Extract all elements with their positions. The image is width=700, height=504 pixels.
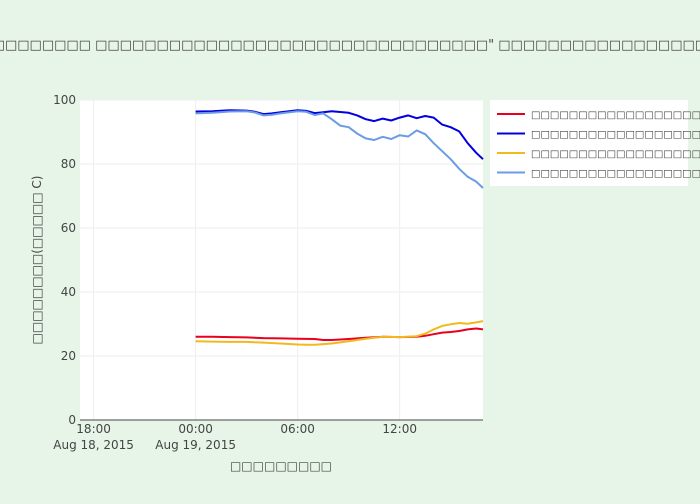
gridlines bbox=[80, 99, 483, 420]
series-line bbox=[195, 110, 484, 189]
y-tick-label: 80 bbox=[61, 157, 76, 171]
legend-item[interactable]: □□□□□□□□□□□□□□□□□□□□ bbox=[497, 149, 700, 160]
axes: 0 20 40 60 80 100 18:00 Aug 18, 2015 00:00 Aug 19… bbox=[53, 93, 483, 452]
x-tick-label: Aug 18, 2015 bbox=[53, 438, 134, 452]
x-tick-label: 06:00 bbox=[280, 422, 315, 436]
x-tick-label: 00:00 bbox=[178, 422, 213, 436]
series-line bbox=[195, 109, 484, 160]
legend-label: □□□□□□□□□□□□□□□□□□□□ bbox=[531, 149, 700, 160]
plot-area bbox=[80, 100, 483, 420]
x-tick-label: Aug 19, 2015 bbox=[155, 438, 236, 452]
legend-label: □□□□□□□□□□□□□□□□□□□□□□□□□□□□ bbox=[531, 130, 700, 141]
x-tick-label: 18:00 bbox=[76, 422, 111, 436]
series-lines bbox=[195, 109, 484, 346]
legend-item[interactable]: □□□□□□□□□□□□□□□□□□□□□□□□□□□□□ bbox=[497, 169, 700, 180]
y-tick-label: 40 bbox=[61, 285, 76, 299]
y-tick-label: 0 bbox=[68, 413, 76, 427]
x-tick-label: 12:00 bbox=[382, 422, 417, 436]
series-line bbox=[195, 320, 484, 346]
y-tick-label: 20 bbox=[61, 349, 76, 363]
legend-item[interactable]: □□□□□□□□□□□□□□□□□□□ bbox=[497, 110, 700, 121]
legend-label: □□□□□□□□□□□□□□□□□□□□□□□□□□□□□ bbox=[531, 169, 700, 180]
chart-title: □□□□□□□ □□□□□□□□□□□□□□□□□□□□ □□□□□□□□□□□□… bbox=[0, 38, 700, 53]
legend[interactable]: □□□□□□□□□□□□□□□□□□□□□□□□□□□□□□□□□□□□□ □□□… bbox=[490, 100, 700, 186]
y-tick-label: 100 bbox=[53, 93, 76, 107]
legend-item[interactable]: □□□□□□□□□□□□□□□□□□□□□□□□□□□□ bbox=[497, 130, 700, 141]
legend-label: □□□□□□□□□□□□□□□□□□□ bbox=[531, 110, 700, 121]
y-axis-label: □□□□□□□□(□□□□□ C) bbox=[30, 176, 44, 345]
x-axis-label: □□□□□□□□□ bbox=[230, 459, 332, 473]
y-tick-label: 60 bbox=[61, 221, 76, 235]
